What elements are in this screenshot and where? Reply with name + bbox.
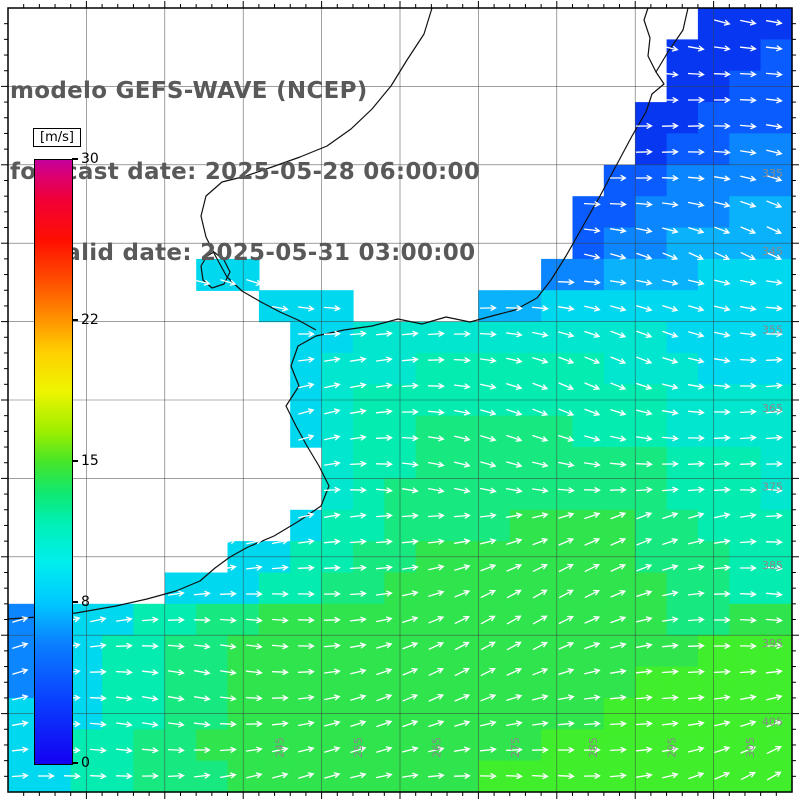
grid-label-right: 365 [762,402,783,415]
tick-label: 22 [81,312,99,329]
colorbar-tick: 15 [72,452,99,470]
colorbar: [m/s] 30 22 15 8 0 [33,126,163,786]
grid-label-bottom: 295 [666,737,679,758]
atlantic-north-coast [491,7,689,317]
tick-label: 8 [81,593,90,610]
colorbar-tick: 30 [72,150,99,168]
grid-index-labels: 335 345 355 365 375 385 395 405 245 255 265 275 285 2… [274,167,783,758]
inland-river-boundary [200,7,433,331]
colorbar-unit-label: [m/s] [33,128,81,147]
wind-field [8,8,793,793]
tick-mark [72,319,78,321]
colorbar-tick: 0 [72,754,90,772]
title-block: modelo GEFS-WAVE (NCEP) forecast date: 2… [10,24,480,321]
tick-label: 0 [81,755,90,771]
graticule [8,8,792,792]
direction-arrows [11,19,783,781]
model-title: modelo GEFS-WAVE (NCEP) [10,78,368,104]
grid-label-bottom: 255 [352,737,365,758]
grid-label-bottom: 285 [587,737,600,758]
grid-label-right: 395 [762,637,783,650]
grid-label-right: 345 [762,245,783,258]
grid-label-bottom: 245 [274,737,287,758]
grid-label-right: 385 [762,559,783,572]
grid-label-bottom: 275 [509,737,522,758]
tick-mark [72,601,78,603]
colorbar-gradient [34,159,73,765]
colorbar-tick: 22 [72,311,99,329]
tick-mark [72,460,78,462]
tick-label: 30 [81,151,99,167]
tick-label: 15 [81,453,99,469]
grid-label-bottom: 305 [744,737,757,758]
tick-mark [72,762,78,764]
coastal-lagoon [200,251,231,289]
uruguay-river [643,7,657,73]
south-bank-coast [7,315,493,620]
grid-label-bottom: 265 [430,737,443,758]
grid-label-right: 405 [762,716,783,729]
grid-label-right: 375 [762,480,783,493]
tick-mark [72,158,78,160]
grid-label-right: 335 [762,167,783,180]
colorbar-tick: 8 [72,593,90,611]
forecast-date-line: forecast date: 2025-05-28 06:00:00 [10,159,481,185]
grid-label-right: 355 [762,324,783,337]
coastlines [7,7,689,620]
